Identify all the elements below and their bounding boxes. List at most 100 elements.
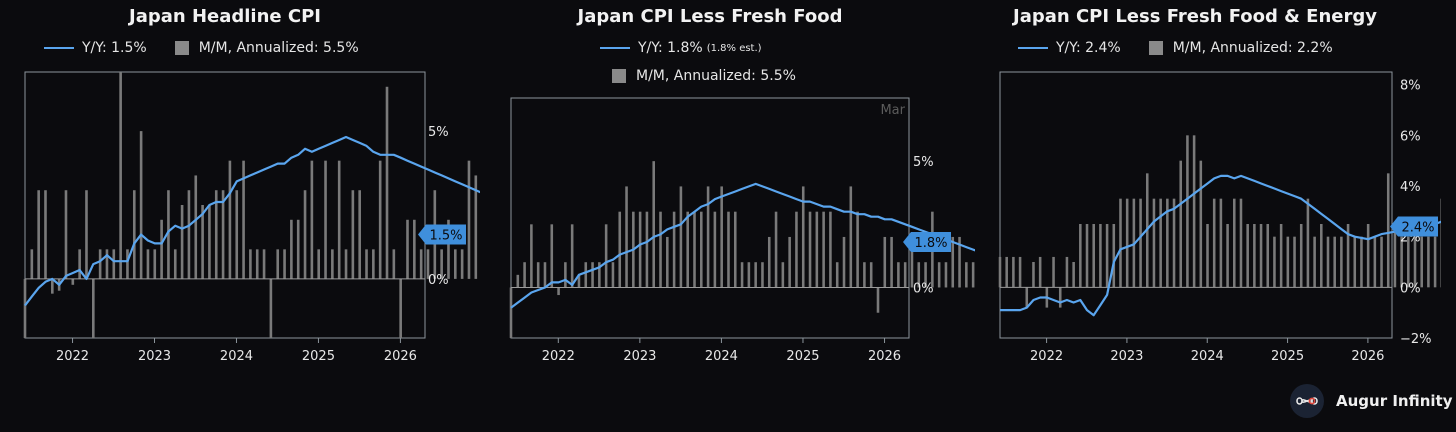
x-tick-label: 2023 (1110, 349, 1143, 364)
bar-mom (672, 211, 676, 288)
plot-frame (24, 71, 426, 339)
x-tick-label: 2022 (56, 349, 89, 364)
bar-mom (23, 278, 27, 338)
bar-mom (883, 236, 887, 288)
annotation-label: Mar (880, 103, 905, 118)
bar-mom (666, 236, 669, 288)
bar-mom (1052, 256, 1055, 288)
bar-mom (1373, 236, 1377, 288)
bar-mom (944, 262, 948, 288)
bar-mom (1192, 135, 1196, 288)
legend-core-line: Y/Y: 1.8% (1.8% est.) (600, 40, 762, 56)
bar-mom (1079, 224, 1082, 288)
bar-mom (214, 190, 218, 279)
bar-mom (91, 278, 95, 338)
bar-mom (863, 262, 866, 288)
bar-mom (249, 249, 252, 279)
bar-mom (167, 190, 170, 279)
x-tick-label: 2024 (220, 349, 253, 364)
legend-bar-swatch (1148, 41, 1163, 55)
line-yoy (510, 182, 975, 309)
bar-mom (331, 249, 334, 279)
bar-mom (774, 211, 778, 288)
plot-frame (999, 71, 1393, 339)
bar-mom (679, 186, 683, 288)
x-tick-label: 2024 (1191, 349, 1224, 364)
bar-mom (1333, 236, 1336, 288)
bar-mom (1206, 224, 1209, 288)
bar-mom (618, 211, 622, 288)
legend-line-label: Y/Y: 1.5% (82, 40, 147, 56)
bar-mom (835, 262, 839, 288)
bar-mom (358, 190, 361, 279)
bar-mom (890, 236, 893, 288)
value-badge (418, 224, 466, 245)
legend-core-core: Y/Y: 2.4% M/M, Annualized: 2.2% (1018, 40, 1333, 56)
bar-mom (1172, 198, 1176, 288)
x-tick-label: 2026 (1351, 349, 1384, 364)
bar-mom (44, 190, 47, 279)
bar-mom (1293, 236, 1296, 288)
bar-mom (71, 278, 75, 285)
chart-title-headline: Japan Headline CPI (129, 6, 321, 27)
bar-mom (276, 249, 280, 279)
bar-mom (536, 262, 540, 288)
x-tick-label: 2022 (1030, 349, 1063, 364)
bar-mom (1407, 236, 1410, 288)
bar-mom (1212, 198, 1216, 288)
bar-mom (570, 224, 574, 288)
bar-mom (584, 262, 588, 288)
bar-mom (221, 190, 225, 279)
bar-mom (543, 262, 547, 288)
bar-mom (652, 161, 656, 288)
bar-mom (577, 274, 581, 288)
bar-mom (1058, 287, 1062, 308)
bar-mom (971, 262, 975, 288)
bar-mom (146, 249, 150, 279)
y-tick-label: 0% (428, 273, 449, 288)
chart-core-cpi: 2022 2023 2024 2025 2026 0% 5% Mar 1.8% (509, 97, 975, 364)
legend-headline: Y/Y: 1.5% M/M, Annualized: 5.5% (44, 40, 359, 56)
bar-mom (474, 175, 478, 279)
bar-mom (1159, 198, 1162, 288)
bar-mom (1092, 224, 1095, 288)
bar-mom (1199, 160, 1203, 288)
bar-mom (958, 236, 961, 288)
bar-mom (290, 219, 293, 279)
legend-line-swatch (600, 47, 630, 49)
bar-mom (454, 249, 457, 279)
bar-mom (1259, 224, 1263, 288)
bar-mom (317, 249, 321, 279)
bar-mom (645, 211, 649, 288)
bar-mom (659, 211, 662, 288)
bar-mom (903, 262, 907, 288)
bar-mom (78, 249, 81, 279)
y-tick-label: −2% (1400, 332, 1432, 347)
bar-mom (937, 262, 941, 288)
bar-mom (1393, 224, 1397, 288)
brand: Augur Infinity (1290, 384, 1452, 418)
bar-mom (378, 160, 382, 279)
bar-mom (460, 249, 464, 279)
bar-mom (523, 262, 526, 288)
bar-mom (1386, 173, 1390, 288)
bar-mom (112, 249, 116, 279)
bar-mom (1105, 224, 1109, 288)
legend-line-swatch (1018, 47, 1048, 49)
chart-title-core: Japan CPI Less Fresh Food (577, 6, 843, 27)
bar-mom (1032, 262, 1035, 288)
bar-mom (713, 211, 717, 288)
bar-mom (187, 190, 191, 279)
bar-mom (208, 205, 211, 279)
bar-mom (869, 262, 873, 288)
bar-mom (1413, 236, 1417, 288)
bar-mom (550, 224, 554, 288)
bar-mom (815, 211, 819, 288)
bar-mom (1320, 224, 1323, 288)
bar-mom (727, 211, 730, 288)
bar-mom (105, 249, 109, 279)
x-tick-label: 2025 (1271, 349, 1304, 364)
bar-mom (822, 211, 825, 288)
legend-line-label: Y/Y: 2.4% (1056, 40, 1121, 56)
value-badge-label: 2.4% (1401, 221, 1434, 236)
